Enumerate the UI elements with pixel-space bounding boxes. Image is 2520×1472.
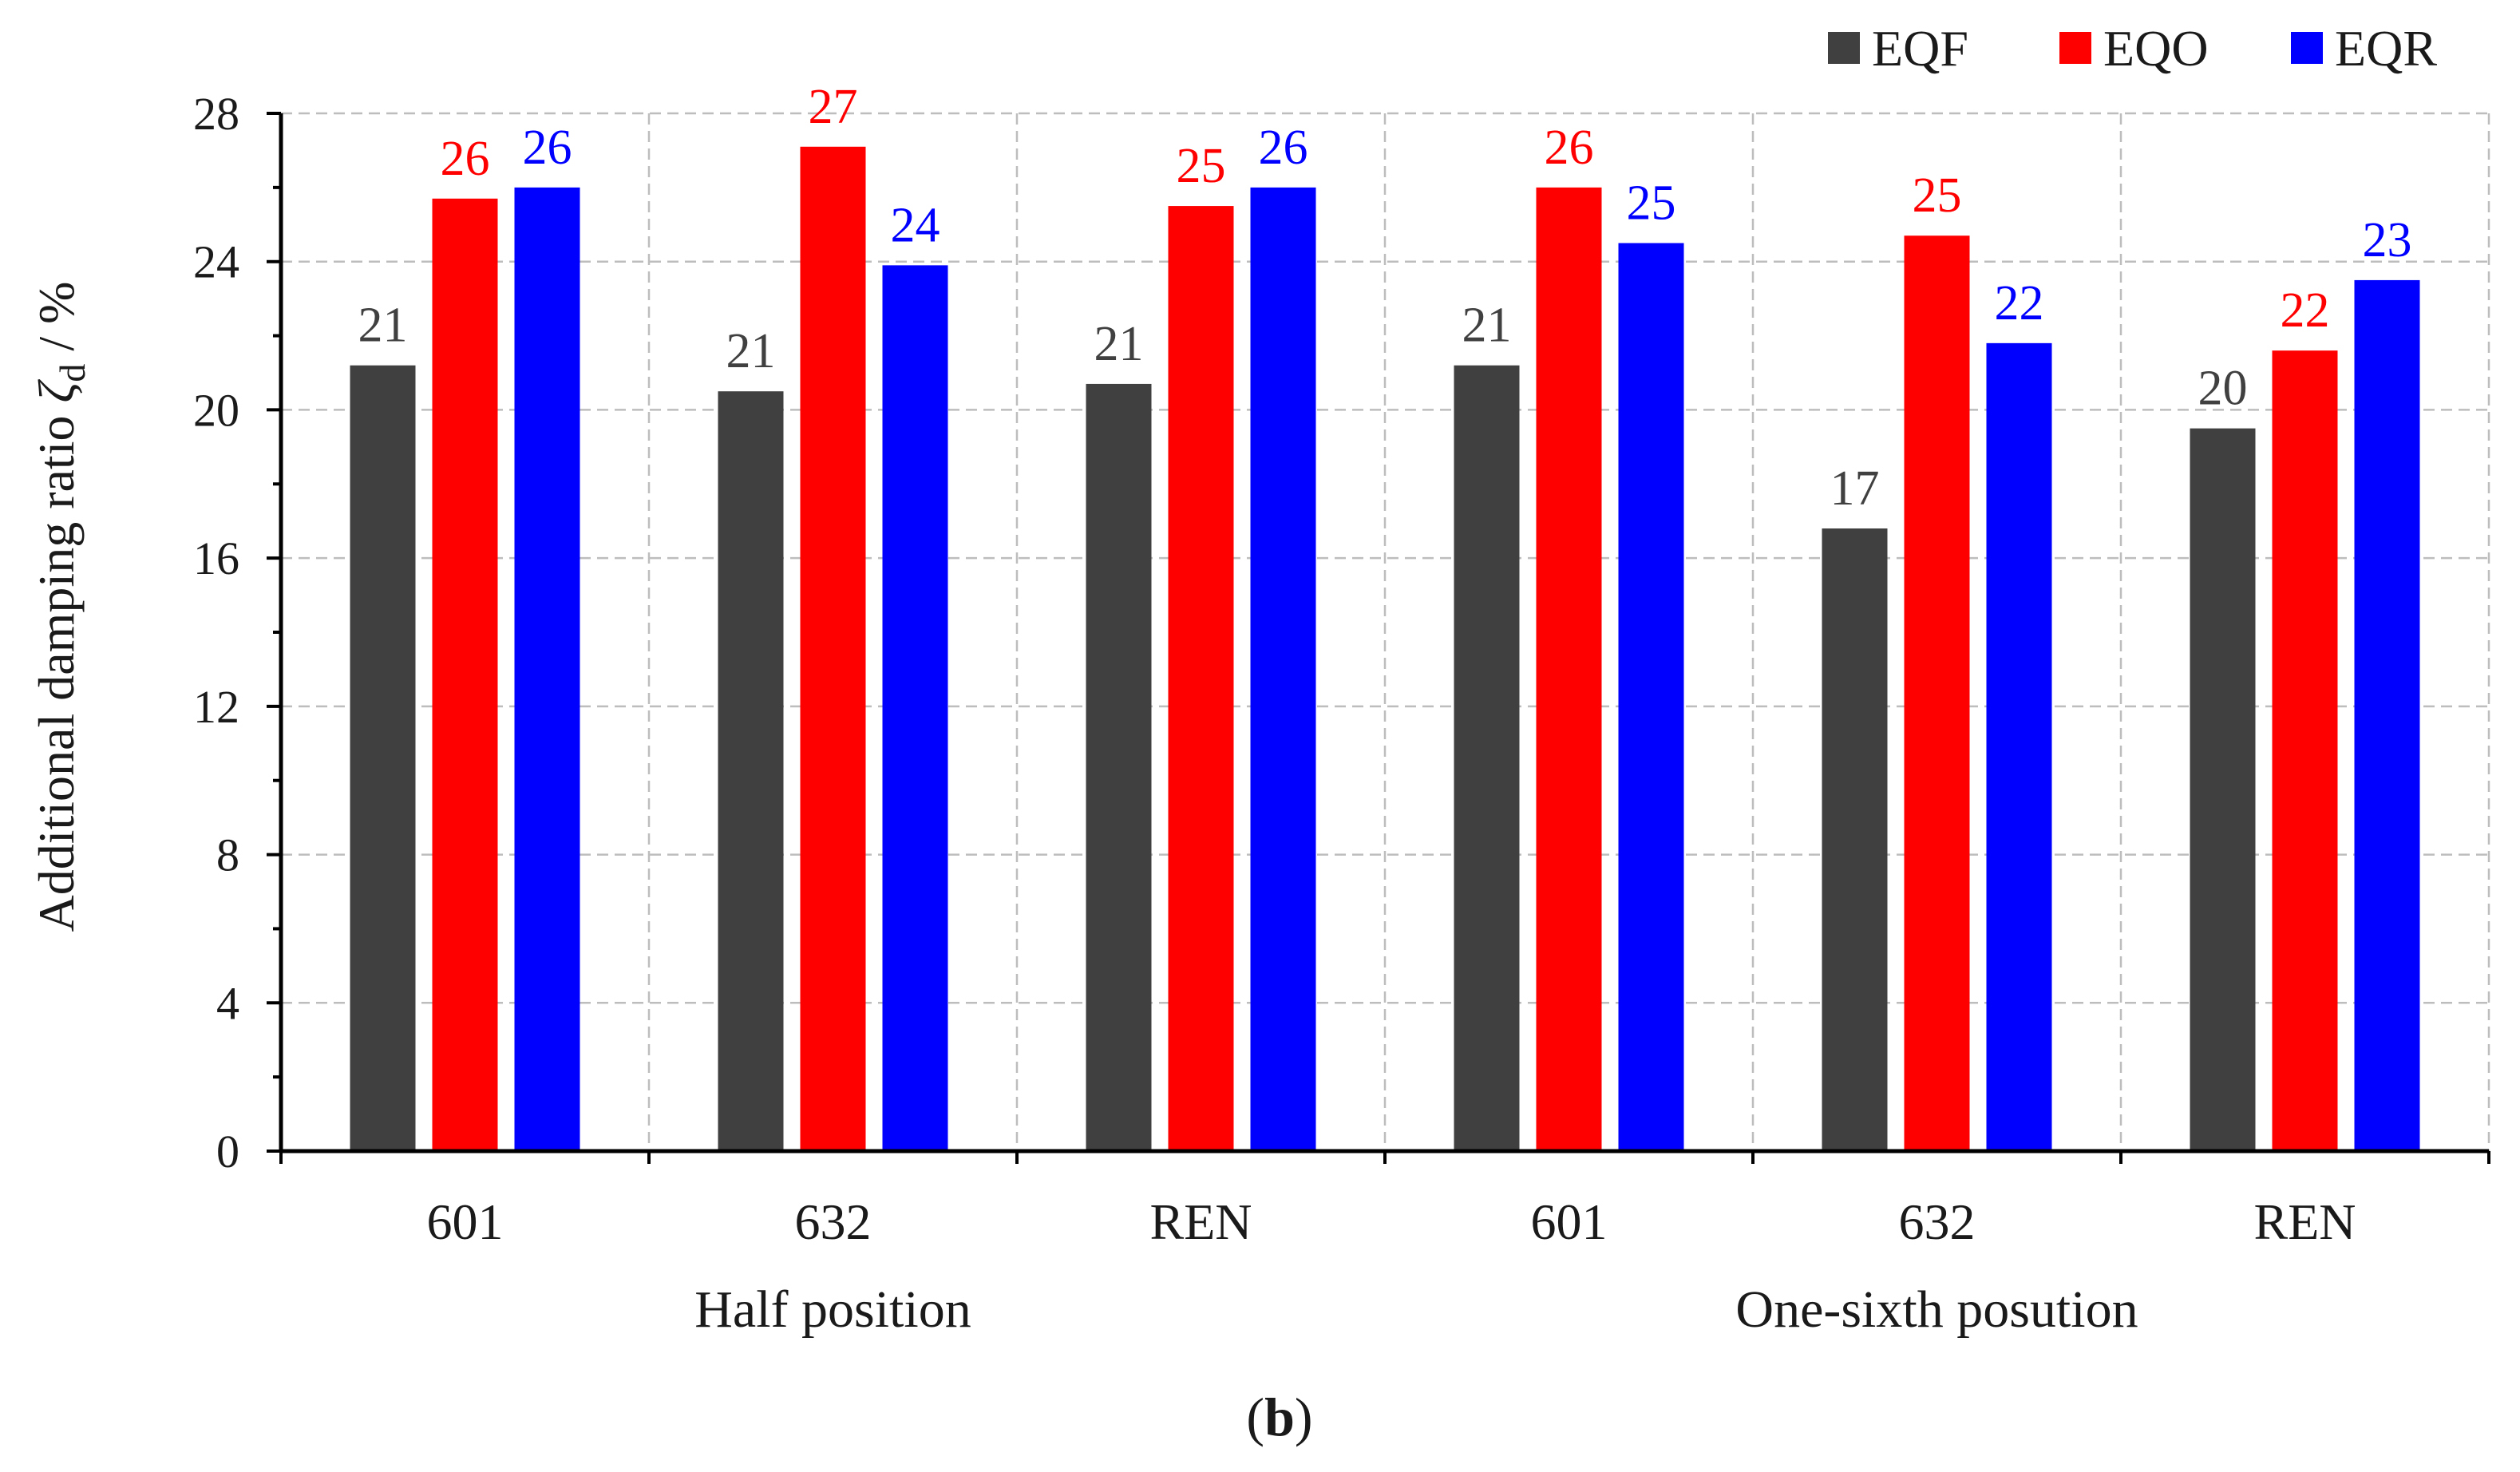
- data-label-eqr: 23: [2363, 213, 2412, 267]
- data-label-eqo: 25: [1177, 139, 1226, 193]
- y-tick-label: 4: [216, 977, 239, 1029]
- bar-eqf: [718, 391, 784, 1151]
- bar-eqr: [514, 187, 580, 1151]
- axes: 0 4 8 12 16 20 24 28 601 632 REN 601 632 REN Half posi…: [193, 88, 2490, 1339]
- y-tick-label: 16: [193, 532, 239, 584]
- y-tick-label: 20: [193, 384, 239, 436]
- data-label-eqo: 25: [1913, 168, 1962, 223]
- bar-eqo: [1904, 235, 1970, 1151]
- legend-swatch-eqf: [1828, 32, 1860, 64]
- bar-eqf: [350, 365, 416, 1151]
- x-group-label: Half position: [694, 1280, 971, 1339]
- bar-eqo: [432, 198, 498, 1151]
- data-label-eqr: 26: [1259, 121, 1308, 175]
- x-category-label: 601: [1531, 1193, 1608, 1250]
- x-category-label: REN: [1150, 1193, 1252, 1250]
- y-tick-label: 28: [193, 88, 239, 140]
- x-category-label: 632: [1899, 1193, 1976, 1250]
- data-label-eqf: 21: [726, 324, 776, 378]
- bar-eqr: [1618, 243, 1684, 1151]
- data-label-eqo: 26: [441, 132, 490, 186]
- y-tick-label: 8: [216, 829, 239, 881]
- legend-label-eqo: EQO: [2103, 20, 2209, 77]
- data-label-eqf: 21: [1462, 299, 1512, 353]
- legend-swatch-eqo: [2059, 32, 2091, 64]
- grid-lines: [281, 112, 2490, 1151]
- x-category-label: REN: [2254, 1193, 2356, 1250]
- data-labels: 21 21 21 21 17 20 26 27 25 26 25 22 26 24 26 25 22 23: [358, 80, 2412, 516]
- bar-eqf: [1086, 383, 1152, 1151]
- bar-eqf: [1822, 528, 1888, 1151]
- bar-eqf: [1454, 365, 1520, 1151]
- data-label-eqo: 22: [2281, 283, 2330, 338]
- bar-eqr: [1986, 342, 2052, 1151]
- data-label-eqo: 27: [809, 80, 858, 134]
- bars: [350, 146, 2420, 1152]
- legend-label-eqf: EQF: [1872, 20, 1968, 77]
- figure-caption: (b): [1246, 1387, 1312, 1447]
- bar-eqo: [1536, 187, 1602, 1151]
- y-tick-label: 12: [193, 681, 239, 733]
- bar-eqo: [2272, 350, 2338, 1152]
- y-tick-label: 0: [216, 1126, 239, 1177]
- x-category-label: 632: [795, 1193, 872, 1250]
- legend: EQF EQO EQR: [1828, 20, 2437, 77]
- x-group-label: One-sixth posution: [1735, 1280, 2138, 1339]
- x-category-label: 601: [427, 1193, 504, 1250]
- data-label-eqr: 24: [891, 198, 940, 252]
- data-label-eqo: 26: [1545, 121, 1594, 175]
- data-label-eqf: 17: [1830, 461, 1880, 516]
- bar-eqo: [800, 146, 866, 1151]
- data-label-eqf: 21: [358, 299, 408, 353]
- data-label-eqf: 21: [1094, 317, 1144, 371]
- bar-eqf: [2190, 428, 2256, 1151]
- data-label-eqf: 20: [2198, 362, 2248, 416]
- bar-eqr: [882, 265, 948, 1151]
- y-axis-label: Additional damping ratio ζd / %: [28, 282, 93, 932]
- data-label-eqr: 22: [1995, 276, 2044, 330]
- bar-eqr: [1250, 187, 1316, 1151]
- bar-eqo: [1168, 206, 1234, 1152]
- y-tick-label: 24: [193, 236, 239, 288]
- legend-label-eqr: EQR: [2335, 20, 2437, 77]
- legend-swatch-eqr: [2291, 32, 2323, 64]
- data-label-eqr: 26: [523, 121, 572, 175]
- data-label-eqr: 25: [1627, 176, 1676, 231]
- bar-eqr: [2354, 279, 2420, 1151]
